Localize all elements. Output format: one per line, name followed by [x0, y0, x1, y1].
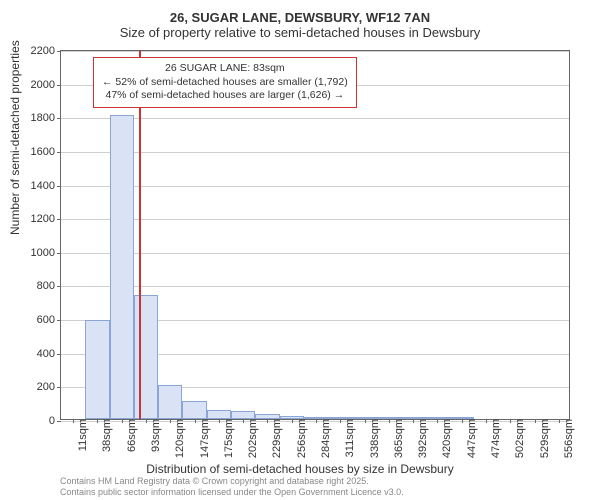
x-tick-label: 556sqm	[559, 419, 575, 458]
x-tick-label: 229sqm	[267, 419, 283, 458]
x-tick-label: 474sqm	[486, 419, 502, 458]
chart-title: 26, SUGAR LANE, DEWSBURY, WF12 7AN	[10, 10, 590, 25]
histogram-bar	[182, 401, 206, 420]
x-tick-label: 38sqm	[97, 419, 113, 452]
y-tick-mark	[57, 152, 61, 153]
y-tick-mark	[57, 286, 61, 287]
histogram-bar	[134, 295, 158, 419]
x-tick-label: 11sqm	[73, 419, 89, 451]
x-tick-label: 311sqm	[340, 419, 356, 457]
chart-subtitle: Size of property relative to semi-detach…	[10, 25, 590, 40]
y-tick-mark	[57, 354, 61, 355]
x-tick-label: 447sqm	[462, 419, 478, 458]
attribution: Contains HM Land Registry data © Crown c…	[60, 476, 404, 498]
x-tick-label: 392sqm	[413, 419, 429, 458]
gridline	[61, 118, 569, 119]
y-axis-label: Number of semi-detached properties	[8, 40, 22, 235]
y-tick-mark	[57, 320, 61, 321]
chart-container: 26, SUGAR LANE, DEWSBURY, WF12 7AN Size …	[0, 0, 600, 500]
attribution-line2: Contains public sector information licen…	[60, 487, 404, 498]
y-tick-mark	[57, 186, 61, 187]
gridline	[61, 51, 569, 52]
x-tick-label: 502sqm	[510, 419, 526, 458]
gridline	[61, 286, 569, 287]
plot-area: 0200400600800100012001400160018002000220…	[60, 50, 570, 420]
y-tick-mark	[57, 118, 61, 119]
y-tick-mark	[57, 85, 61, 86]
gridline	[61, 253, 569, 254]
histogram-bar	[207, 410, 231, 419]
y-tick-mark	[57, 219, 61, 220]
x-tick-label: 365sqm	[389, 419, 405, 458]
x-tick-label: 338sqm	[365, 419, 381, 458]
histogram-bar	[110, 115, 134, 419]
attribution-line1: Contains HM Land Registry data © Crown c…	[60, 476, 404, 487]
x-tick-label: 120sqm	[170, 419, 186, 458]
x-tick-label: 202sqm	[243, 419, 259, 458]
x-tick-label: 529sqm	[535, 419, 551, 458]
annotation-line: 26 SUGAR LANE: 83sqm	[102, 62, 348, 76]
x-tick-label: 256sqm	[292, 419, 308, 458]
histogram-bar	[231, 411, 255, 419]
x-tick-label: 147sqm	[195, 419, 211, 458]
histogram-bar	[158, 385, 182, 419]
x-tick-label: 175sqm	[219, 419, 235, 458]
histogram-bar	[85, 320, 109, 419]
y-tick-mark	[57, 421, 61, 422]
annotation-line: ← 52% of semi-detached houses are smalle…	[102, 76, 348, 90]
annotation-box: 26 SUGAR LANE: 83sqm← 52% of semi-detach…	[93, 57, 357, 108]
y-tick-mark	[57, 51, 61, 52]
x-tick-label: 66sqm	[122, 419, 138, 452]
y-tick-mark	[57, 387, 61, 388]
title-block: 26, SUGAR LANE, DEWSBURY, WF12 7AN Size …	[10, 10, 590, 40]
x-tick-label: 284sqm	[316, 419, 332, 458]
gridline	[61, 219, 569, 220]
gridline	[61, 186, 569, 187]
annotation-line: 47% of semi-detached houses are larger (…	[102, 89, 348, 103]
x-tick-label: 93sqm	[146, 419, 162, 452]
x-axis-label: Distribution of semi-detached houses by …	[0, 462, 600, 476]
x-tick-label: 420sqm	[437, 419, 453, 458]
gridline	[61, 152, 569, 153]
y-tick-mark	[57, 253, 61, 254]
